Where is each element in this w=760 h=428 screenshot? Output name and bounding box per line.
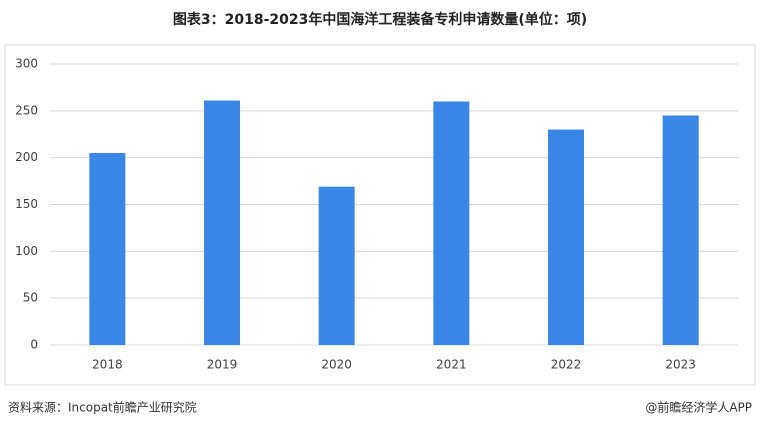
y-tick-label: 200 bbox=[15, 150, 38, 164]
x-tick-label: 2018 bbox=[92, 358, 123, 372]
x-tick-label: 2023 bbox=[665, 358, 696, 372]
x-tick-label: 2022 bbox=[551, 358, 582, 372]
bar bbox=[318, 186, 355, 345]
bar bbox=[662, 115, 699, 346]
x-tick-label: 2020 bbox=[321, 358, 352, 372]
y-tick-label: 100 bbox=[15, 244, 38, 258]
y-tick-label: 150 bbox=[15, 197, 38, 211]
bar bbox=[548, 129, 584, 345]
chart-title: 图表3：2018-2023年中国海洋工程装备专利申请数量(单位：项) bbox=[173, 11, 587, 28]
bar bbox=[433, 101, 470, 345]
bar bbox=[89, 152, 126, 345]
x-tick-label: 2019 bbox=[207, 358, 238, 372]
credit: @前瞻经济学人APP bbox=[645, 400, 752, 415]
y-tick-label: 250 bbox=[15, 103, 38, 117]
y-tick-label: 300 bbox=[15, 57, 38, 71]
bar bbox=[204, 100, 240, 345]
x-tick-label: 2021 bbox=[436, 358, 467, 372]
source-note: 资料来源：Incopat前瞻产业研究院 bbox=[8, 400, 197, 415]
y-tick-label: 0 bbox=[30, 338, 38, 352]
y-tick-label: 50 bbox=[23, 291, 38, 305]
chart-frame bbox=[4, 44, 756, 386]
